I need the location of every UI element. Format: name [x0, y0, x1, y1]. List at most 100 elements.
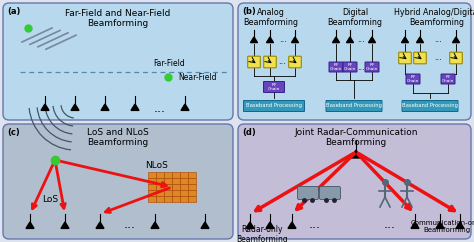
Polygon shape [101, 104, 109, 110]
Polygon shape [148, 178, 156, 184]
FancyBboxPatch shape [264, 82, 284, 92]
Text: ...: ... [154, 101, 166, 114]
Polygon shape [164, 184, 172, 190]
Text: Baseband Processing: Baseband Processing [246, 104, 302, 108]
FancyBboxPatch shape [3, 124, 233, 239]
FancyBboxPatch shape [238, 124, 471, 239]
Text: RF
Chain: RF Chain [442, 75, 454, 83]
Text: Joint Radar-Communication
Beamforming: Joint Radar-Communication Beamforming [294, 128, 418, 147]
FancyBboxPatch shape [402, 100, 458, 112]
Polygon shape [266, 222, 274, 228]
Polygon shape [148, 190, 156, 196]
FancyBboxPatch shape [289, 56, 301, 68]
Polygon shape [164, 190, 172, 196]
Polygon shape [151, 222, 159, 228]
Polygon shape [164, 172, 172, 178]
Text: Communication-only
Beamforming: Communication-only Beamforming [410, 220, 474, 233]
Polygon shape [172, 196, 180, 202]
FancyBboxPatch shape [343, 62, 357, 72]
Text: ...: ... [384, 219, 396, 232]
Polygon shape [61, 222, 69, 228]
FancyBboxPatch shape [248, 56, 260, 68]
Polygon shape [180, 178, 188, 184]
Polygon shape [401, 37, 409, 43]
Polygon shape [172, 190, 180, 196]
Polygon shape [346, 37, 354, 43]
Polygon shape [164, 178, 172, 184]
Polygon shape [156, 178, 164, 184]
FancyBboxPatch shape [319, 187, 340, 199]
FancyBboxPatch shape [414, 52, 426, 64]
Polygon shape [180, 172, 188, 178]
Polygon shape [180, 196, 188, 202]
Text: RF
Chain: RF Chain [344, 63, 356, 71]
Polygon shape [172, 178, 180, 184]
Polygon shape [188, 178, 196, 184]
Polygon shape [71, 104, 79, 110]
Polygon shape [453, 37, 459, 43]
Polygon shape [180, 184, 188, 190]
Polygon shape [156, 172, 164, 178]
Polygon shape [156, 184, 164, 190]
Text: (a): (a) [7, 7, 20, 16]
Text: LoS and NLoS
Beamforming: LoS and NLoS Beamforming [87, 128, 149, 147]
Polygon shape [266, 37, 273, 43]
Polygon shape [156, 196, 164, 202]
Text: Digital
Beamforming: Digital Beamforming [328, 8, 383, 27]
Text: Near-Field: Near-Field [178, 73, 217, 82]
Polygon shape [188, 190, 196, 196]
Polygon shape [368, 37, 375, 43]
FancyBboxPatch shape [441, 74, 455, 84]
Text: Baseband Processing: Baseband Processing [326, 104, 382, 108]
Text: ...: ... [357, 62, 365, 71]
Polygon shape [148, 196, 156, 202]
Polygon shape [456, 222, 464, 228]
Text: (c): (c) [7, 128, 20, 137]
Text: RF
Chain: RF Chain [268, 83, 280, 91]
Text: ...: ... [278, 58, 286, 67]
Text: ...: ... [309, 219, 321, 232]
FancyBboxPatch shape [264, 56, 276, 68]
FancyBboxPatch shape [406, 74, 420, 84]
FancyBboxPatch shape [238, 3, 471, 120]
Text: Radar-only
Beamforming: Radar-only Beamforming [236, 225, 288, 242]
Polygon shape [131, 104, 139, 110]
Polygon shape [41, 104, 49, 110]
Text: RF
Chain: RF Chain [407, 75, 419, 83]
Polygon shape [26, 222, 34, 228]
Polygon shape [332, 37, 339, 43]
FancyBboxPatch shape [365, 62, 379, 72]
Text: Baseband Processing: Baseband Processing [402, 104, 458, 108]
Text: LoS: LoS [42, 196, 58, 204]
Text: (d): (d) [242, 128, 256, 137]
Text: Analog
Beamforming: Analog Beamforming [244, 8, 299, 27]
FancyBboxPatch shape [3, 3, 233, 120]
Polygon shape [201, 222, 209, 228]
Text: ...: ... [357, 35, 365, 44]
FancyBboxPatch shape [450, 52, 462, 64]
Text: RF
Chain: RF Chain [366, 63, 378, 71]
Polygon shape [417, 37, 423, 43]
FancyBboxPatch shape [244, 100, 304, 112]
Polygon shape [181, 104, 189, 110]
Polygon shape [148, 184, 156, 190]
Polygon shape [180, 190, 188, 196]
FancyBboxPatch shape [298, 187, 319, 199]
Text: ...: ... [279, 35, 287, 44]
Polygon shape [164, 196, 172, 202]
Polygon shape [246, 222, 254, 228]
FancyBboxPatch shape [399, 52, 411, 64]
Text: ...: ... [434, 53, 442, 62]
Text: Far-Field: Far-Field [153, 59, 185, 68]
Polygon shape [156, 190, 164, 196]
Polygon shape [188, 184, 196, 190]
Polygon shape [172, 172, 180, 178]
FancyBboxPatch shape [326, 100, 382, 112]
Polygon shape [188, 172, 196, 178]
Text: NLoS: NLoS [145, 160, 168, 169]
Polygon shape [172, 184, 180, 190]
Text: Hybrid Analog/Digital
Beamforming: Hybrid Analog/Digital Beamforming [394, 8, 474, 27]
Polygon shape [436, 222, 444, 228]
Polygon shape [292, 37, 299, 43]
Text: Far-Field and Near-Field
Beamforming: Far-Field and Near-Field Beamforming [65, 9, 171, 28]
